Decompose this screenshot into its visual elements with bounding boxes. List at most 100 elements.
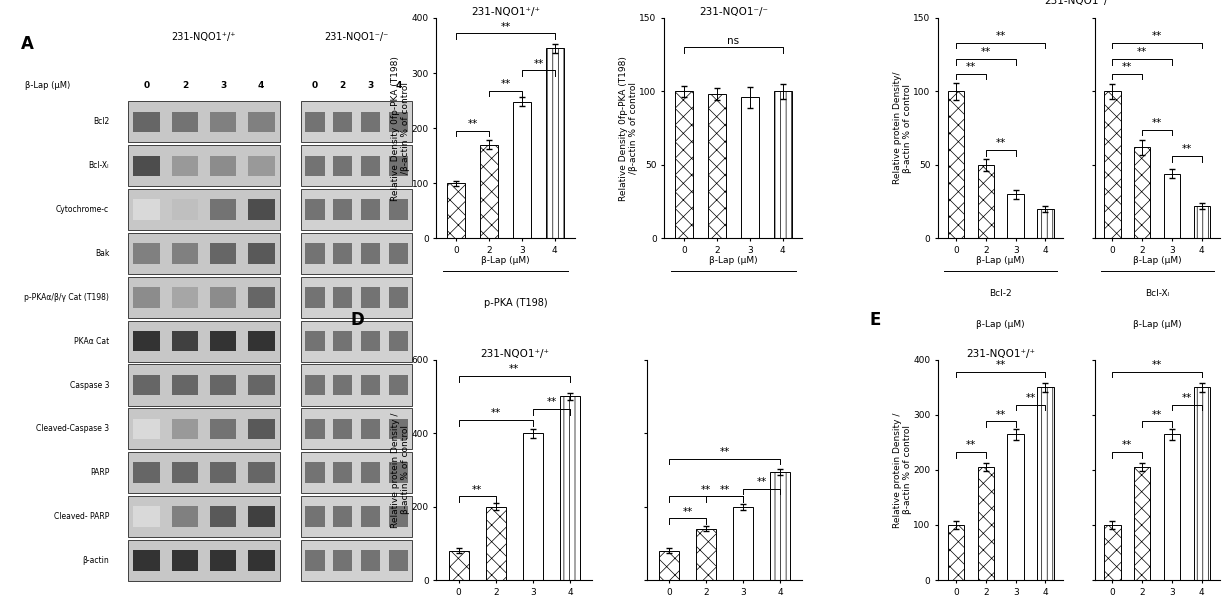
Bar [733,507,753,580]
Bar [171,507,198,527]
Bar [248,507,275,527]
Bar [248,375,275,395]
Bar [128,540,280,581]
Text: Cleaved- PARP: Cleaved- PARP [54,512,110,521]
Bar [301,408,413,449]
Bar [546,48,564,239]
Text: **: ** [490,408,501,419]
X-axis label: β-Lap (μM): β-Lap (μM) [977,257,1025,266]
Bar [361,375,381,395]
Bar [133,243,160,264]
Bar [333,287,352,307]
Bar [306,419,324,439]
Bar [306,199,324,220]
Bar [485,507,506,580]
Bar [171,155,198,176]
Bar [306,375,324,395]
Bar [333,155,352,176]
Y-axis label: Relative protein Density /
β-actin % of control: Relative protein Density / β-actin % of … [391,412,410,527]
Bar [248,155,275,176]
Bar [248,331,275,352]
Text: **: ** [1122,441,1132,450]
Text: **: ** [719,447,729,457]
Bar [388,155,408,176]
Bar [388,287,408,307]
Bar [306,462,324,483]
Text: **: ** [1181,144,1193,154]
Text: **: ** [995,360,1005,370]
Bar [333,375,352,395]
Bar [128,321,280,362]
Bar [1008,434,1024,580]
Bar [128,496,280,537]
Bar [301,277,413,318]
Text: **: ** [683,507,692,517]
Text: **: ** [995,31,1005,41]
Text: p-PKA (T198): p-PKA (T198) [483,298,547,308]
Bar [659,551,679,580]
Bar [171,287,198,307]
Title: 231-NQO1⁻/⁻: 231-NQO1⁻/⁻ [699,7,768,17]
Text: 2: 2 [340,81,346,90]
Bar [361,287,381,307]
Text: **: ** [1122,62,1132,72]
X-axis label: β-Lap (μM): β-Lap (μM) [708,257,758,266]
Text: **: ** [1152,410,1162,420]
Bar [301,452,413,493]
X-axis label: β-Lap (μM): β-Lap (μM) [1133,257,1181,266]
Bar [1037,209,1053,239]
Bar [301,189,413,230]
Bar [306,112,324,132]
Bar [361,243,381,264]
Bar [1104,525,1121,580]
Bar [361,507,381,527]
Text: 231-NQO1⁻/⁻: 231-NQO1⁻/⁻ [324,32,388,42]
Text: **: ** [981,47,991,57]
Bar [480,145,498,239]
Bar [1164,434,1180,580]
Bar [306,155,324,176]
Text: **: ** [966,62,976,72]
Text: 2: 2 [182,81,188,90]
Bar [133,155,160,176]
Bar [388,112,408,132]
Title: 231-NQO1⁺/⁺: 231-NQO1⁺/⁺ [479,349,548,359]
Bar [133,462,160,483]
Bar [306,287,324,307]
Bar [1104,91,1121,239]
Text: 4: 4 [395,81,402,90]
Bar [333,243,352,264]
Text: 3: 3 [367,81,373,90]
Bar [388,550,408,570]
Text: **: ** [509,364,520,374]
Bar [209,507,237,527]
Bar [128,365,280,405]
Bar [248,462,275,483]
Bar [209,462,237,483]
Bar [301,145,413,187]
Bar [171,375,198,395]
Text: **: ** [500,22,510,32]
Bar [361,155,381,176]
Text: Bcl-Xₗ: Bcl-Xₗ [89,161,110,170]
Text: A: A [21,35,33,53]
Text: β-Lap (μM): β-Lap (μM) [1133,320,1181,329]
Bar [301,102,413,142]
Text: **: ** [1137,47,1147,57]
Text: **: ** [1025,393,1036,403]
Bar [1194,387,1210,580]
Bar [306,507,324,527]
Text: ns: ns [727,35,739,45]
Bar [1008,194,1024,239]
Bar [128,145,280,187]
Bar [209,112,237,132]
Text: **: ** [1181,393,1193,403]
Bar [333,331,352,352]
Text: β-Lap (μM): β-Lap (μM) [977,320,1025,329]
Bar [947,525,965,580]
Bar [306,243,324,264]
Bar [171,419,198,439]
Bar [209,331,237,352]
Bar [209,287,237,307]
Bar [128,189,280,230]
